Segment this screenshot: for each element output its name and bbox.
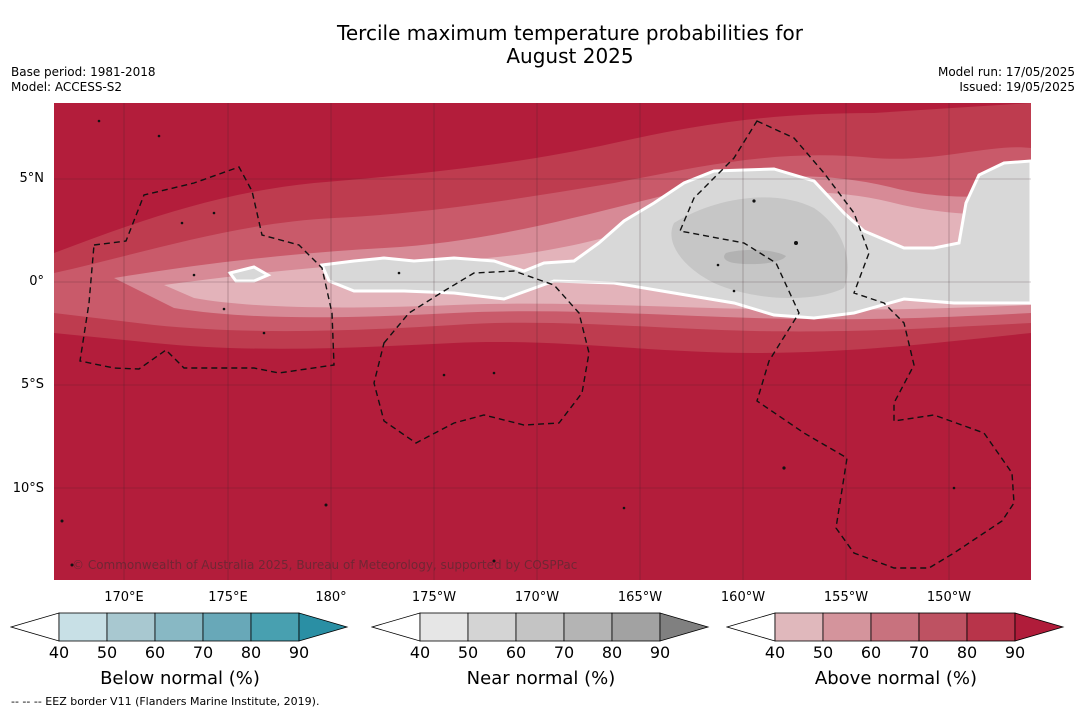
colorbar-0-lower-extend bbox=[10, 612, 60, 642]
colorbar-2-lower-extend bbox=[726, 612, 776, 642]
colorbar-0-bin-2 bbox=[106, 612, 156, 642]
islands bbox=[60, 119, 956, 567]
lon-label-175e: 175°E bbox=[208, 590, 248, 605]
lat-label-0: 0° bbox=[29, 274, 44, 289]
colorbar-1-bin-3 bbox=[515, 612, 565, 642]
colorbar-1-bin-2 bbox=[467, 612, 517, 642]
graticule bbox=[54, 103, 1031, 580]
cb0-tick-60: 60 bbox=[144, 643, 166, 662]
near-normal-50 bbox=[671, 197, 848, 299]
cb1-tick-70: 70 bbox=[553, 643, 575, 662]
issued-date: Issued: 19/05/2025 bbox=[959, 80, 1075, 94]
colorbar-title-above: Above normal (%) bbox=[814, 668, 978, 689]
copyright-notice: © Commonwealth of Australia 2025, Bureau… bbox=[72, 558, 578, 572]
cb0-tick-90: 90 bbox=[288, 643, 310, 662]
map-title-line2: August 2025 bbox=[506, 44, 634, 68]
lon-label-180: 180° bbox=[315, 590, 347, 605]
colorbar-below-normal bbox=[10, 612, 349, 642]
colorbar-title-near: Near normal (%) bbox=[466, 668, 616, 689]
lon-label-150w: 150°W bbox=[926, 590, 972, 605]
colorbar-1-lower-extend bbox=[371, 612, 421, 642]
colorbar-0-bin-4 bbox=[202, 612, 252, 642]
cb1-tick-90: 90 bbox=[649, 643, 671, 662]
colorbar-2-bin-4 bbox=[918, 612, 968, 642]
near-normal-60 bbox=[724, 249, 786, 265]
model-name: Model: ACCESS-S2 bbox=[11, 80, 123, 94]
cb2-tick-50: 50 bbox=[812, 643, 834, 662]
cb0-tick-50: 50 bbox=[96, 643, 118, 662]
eez-borders bbox=[79, 120, 1015, 569]
colorbar-1-bin-5 bbox=[611, 612, 661, 642]
colorbar-2-bin-1 bbox=[774, 612, 824, 642]
colorbar-2-bin-5 bbox=[966, 612, 1016, 642]
cb2-tick-80: 80 bbox=[956, 643, 978, 662]
cb1-tick-60: 60 bbox=[505, 643, 527, 662]
colorbar-above-normal bbox=[726, 612, 1065, 642]
colorbar-0-bin-5 bbox=[250, 612, 300, 642]
colorbar-1-upper-extend bbox=[659, 612, 710, 642]
lon-label-175w: 175°W bbox=[411, 590, 457, 605]
colorbar-2-bin-3 bbox=[870, 612, 920, 642]
lon-label-160w: 160°W bbox=[720, 590, 766, 605]
colorbar-1-bin-1 bbox=[419, 612, 469, 642]
cb0-tick-80: 80 bbox=[240, 643, 262, 662]
colorbar-2-upper-extend bbox=[1014, 612, 1065, 642]
colorbar-title-below: Below normal (%) bbox=[100, 668, 260, 689]
lon-label-170e: 170°E bbox=[104, 590, 144, 605]
cb0-tick-70: 70 bbox=[192, 643, 214, 662]
lat-label-10s: 10°S bbox=[12, 481, 44, 496]
eez-footnote: -- -- -- EEZ border V11 (Flanders Marine… bbox=[11, 695, 320, 708]
cb0-tick-40: 40 bbox=[48, 643, 70, 662]
probability-map bbox=[54, 103, 1031, 580]
lon-label-165w: 165°W bbox=[617, 590, 663, 605]
lat-label-5s: 5°S bbox=[20, 377, 44, 392]
meta-left: Base period: 1981-2018 Model: ACCESS-S2 bbox=[11, 65, 156, 95]
colorbar-near-normal bbox=[371, 612, 710, 642]
cb2-tick-70: 70 bbox=[908, 643, 930, 662]
colorbar-0-bin-3 bbox=[154, 612, 204, 642]
model-run: Model run: 17/05/2025 bbox=[937, 65, 1075, 79]
colorbar-0-upper-extend bbox=[298, 612, 349, 642]
cb2-tick-40: 40 bbox=[764, 643, 786, 662]
base-period: Base period: 1981-2018 bbox=[11, 65, 156, 79]
map-title-line1: Tercile maximum temperature probabilitie… bbox=[337, 21, 803, 45]
cb2-tick-60: 60 bbox=[860, 643, 882, 662]
cb1-tick-40: 40 bbox=[409, 643, 431, 662]
colorbar-2-bin-2 bbox=[822, 612, 872, 642]
colorbar-1-bin-4 bbox=[563, 612, 613, 642]
colorbar-0-bin-1 bbox=[58, 612, 108, 642]
meta-right: Model run: 17/05/2025 Issued: 19/05/2025 bbox=[938, 65, 1075, 95]
lat-label-5n: 5°N bbox=[19, 171, 45, 186]
lon-label-170w: 170°W bbox=[514, 590, 560, 605]
cb2-tick-90: 90 bbox=[1004, 643, 1026, 662]
cb1-tick-80: 80 bbox=[601, 643, 623, 662]
near-normal-patch-west bbox=[227, 265, 272, 283]
cb1-tick-50: 50 bbox=[457, 643, 479, 662]
lon-label-155w: 155°W bbox=[823, 590, 869, 605]
